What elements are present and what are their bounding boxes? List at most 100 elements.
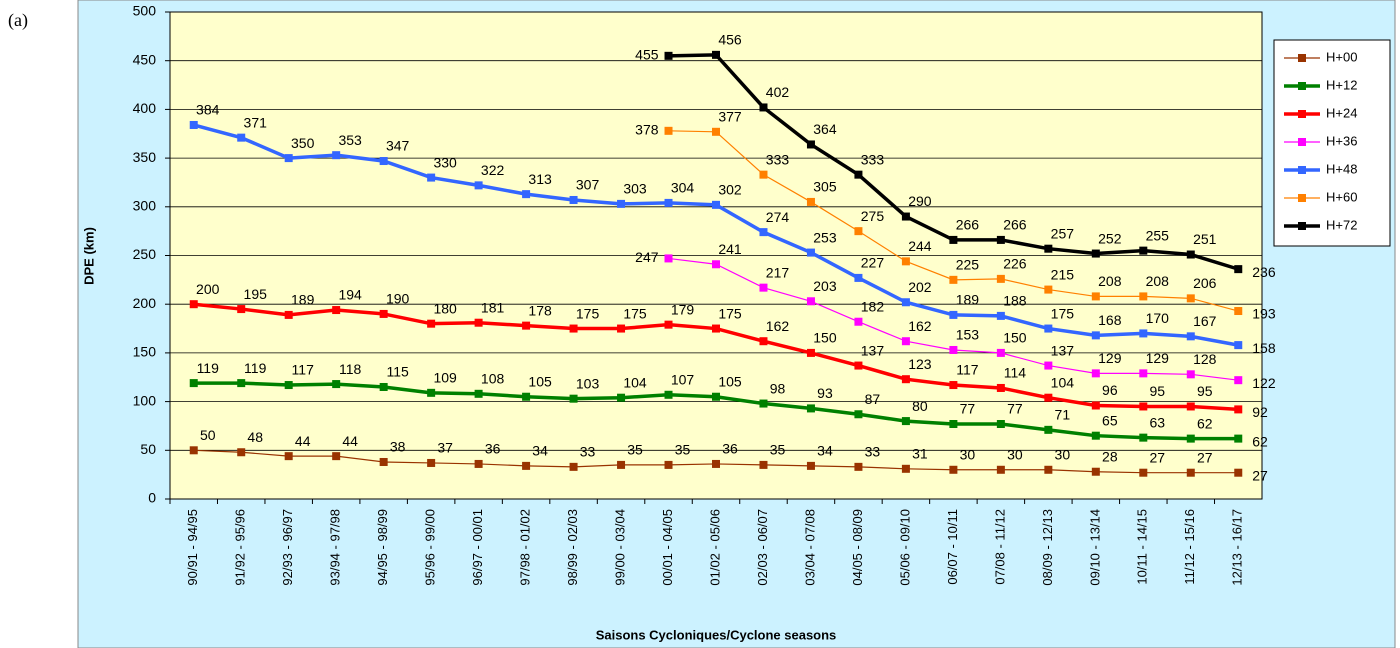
data-label: 193 [1252,306,1276,322]
data-point [996,383,1005,392]
data-point [759,228,768,237]
data-label: 202 [908,279,932,295]
y-tick-label: 500 [133,3,157,19]
data-point [237,133,246,142]
data-point [759,283,768,292]
data-label: 44 [295,433,311,449]
data-label: 384 [196,102,220,118]
data-point [1044,285,1053,294]
data-label: 456 [718,32,742,48]
legend-marker [1298,194,1306,202]
data-point [806,140,815,149]
data-point [806,248,815,257]
data-point [1234,376,1243,385]
x-tick-label: 99/00 - 03/04 [612,509,627,586]
legend [1273,39,1391,247]
data-label: 330 [433,154,457,170]
data-label: 35 [675,442,691,458]
y-tick-label: 450 [133,51,157,67]
data-point [332,306,341,315]
data-label: 71 [1055,407,1071,423]
data-point [617,460,626,469]
data-label: 170 [1146,310,1170,326]
data-label: 50 [200,427,216,443]
data-point [949,381,958,390]
data-point [996,420,1005,429]
data-point [901,257,910,266]
data-label: 35 [627,442,643,458]
data-point [1091,467,1100,476]
data-point [854,410,863,419]
data-label: 30 [1007,446,1023,462]
data-point [996,348,1005,357]
data-label: 104 [1051,374,1075,390]
data-point [427,319,436,328]
data-point [522,321,531,330]
data-point [189,300,198,309]
data-point [569,195,578,204]
data-point [949,235,958,244]
data-point [759,103,768,112]
data-point [1044,393,1053,402]
data-label: 44 [342,433,358,449]
y-tick-label: 400 [133,100,157,116]
y-tick-label: 150 [133,344,157,360]
data-point [1091,249,1100,258]
x-axis-title: Saisons Cycloniques/Cyclone seasons [596,627,837,642]
data-point [284,154,293,163]
data-point [712,127,720,136]
data-label: 37 [437,440,453,456]
data-point [522,190,531,199]
data-point [901,375,910,384]
data-label: 455 [635,47,659,63]
data-point [1186,370,1195,379]
y-tick-label: 300 [133,198,157,214]
data-label: 266 [1003,217,1027,233]
data-label: 107 [671,371,695,387]
data-point [712,260,720,269]
legend-marker [1298,82,1306,90]
data-point [379,157,388,166]
data-point [1186,332,1195,341]
data-point [1139,246,1148,255]
data-label: 105 [718,373,742,389]
data-label: 194 [338,287,362,303]
data-point [949,420,958,429]
data-label: 303 [623,181,647,197]
data-point [332,452,341,461]
data-point [617,324,626,333]
x-tick-label: 04/05 - 08/09 [850,509,865,586]
data-point [664,198,673,207]
data-point [996,465,1005,474]
x-tick-label: 07/08 - 11/12 [992,509,1007,585]
data-label: 129 [1146,350,1170,366]
data-label: 353 [338,132,362,148]
data-label: 38 [390,439,406,455]
data-point [1186,434,1195,443]
x-tick-label: 03/04 - 07/08 [802,509,817,586]
data-label: 109 [433,370,457,386]
data-point [284,381,293,390]
legend-marker [1298,54,1306,62]
data-point [189,120,198,129]
data-point [379,457,388,466]
legend-marker [1298,138,1306,146]
data-label: 108 [481,371,505,387]
data-label: 247 [635,249,659,265]
data-label: 35 [770,442,786,458]
data-label: 117 [292,362,315,378]
data-label: 190 [386,291,410,307]
data-point [1091,369,1100,378]
data-label: 313 [528,171,552,187]
data-label: 402 [766,84,790,100]
data-label: 27 [1150,449,1166,465]
x-tick-label: 09/10 - 13/14 [1087,509,1102,586]
x-tick-label: 97/98 - 01/02 [518,509,533,586]
data-label: 34 [532,443,548,459]
data-point [901,417,910,426]
data-point [569,394,578,403]
data-point [1091,431,1100,440]
data-point [759,399,768,408]
data-label: 33 [865,444,881,460]
data-label: 182 [861,298,885,314]
